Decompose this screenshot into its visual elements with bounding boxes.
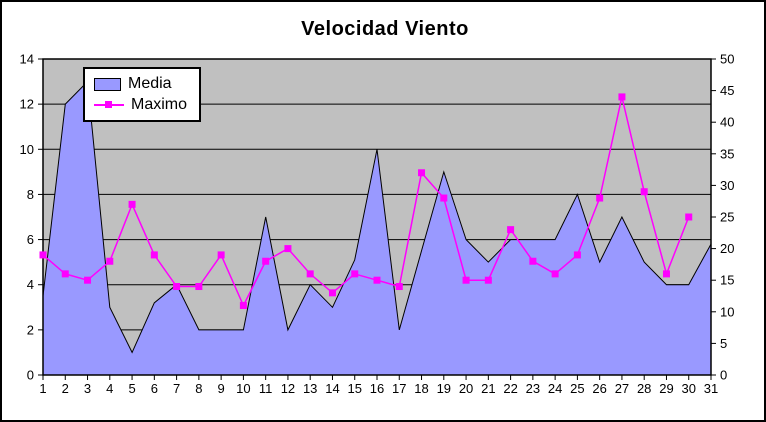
maximo-marker [596, 194, 604, 202]
maximo-marker [195, 283, 203, 291]
maximo-marker [306, 270, 314, 278]
maximo-marker [128, 200, 136, 208]
maximo-marker [640, 188, 648, 196]
maximo-line-series [42, 96, 690, 308]
x-tick-label: 10 [236, 381, 250, 396]
y-left-tick-label: 10 [20, 142, 34, 157]
maximo-marker [150, 251, 158, 259]
maximo-marker [440, 194, 448, 202]
chart-title: Velocidad Viento [301, 18, 469, 40]
maximo-marker [373, 276, 381, 284]
x-tick-label: 16 [370, 381, 384, 396]
maximo-marker [217, 251, 225, 259]
legend: Media Maximo [83, 67, 201, 122]
x-tick-label: 18 [414, 381, 428, 396]
y-left-tick-label: 4 [27, 277, 34, 292]
x-tick-label: 5 [128, 381, 135, 396]
x-tick-label: 26 [592, 381, 606, 396]
y-right-tick-label: 0 [720, 368, 727, 383]
y-right-tick-label: 15 [720, 273, 734, 288]
maximo-marker [173, 283, 181, 291]
x-tick-label: 2 [62, 381, 69, 396]
maximo-marker [484, 276, 492, 284]
maximo-marker [662, 270, 670, 278]
x-tick-label: 25 [570, 381, 584, 396]
x-tick-label: 24 [548, 381, 562, 396]
y-right-tick-label: 25 [720, 210, 734, 225]
legend-label-maximo: Maximo [131, 95, 188, 113]
x-tick-label: 21 [481, 381, 495, 396]
maximo-marker [351, 270, 359, 278]
x-tick-label: 27 [615, 381, 629, 396]
legend-label-media: Media [128, 75, 172, 93]
y-right-tick-label: 35 [720, 146, 734, 161]
maximo-marker [106, 257, 114, 265]
y-right-tick-label: 10 [720, 304, 734, 319]
maximo-line-swatch-icon [94, 100, 124, 109]
maximo-marker [395, 283, 403, 291]
maximo-marker [61, 270, 69, 278]
x-tick-label: 6 [151, 381, 158, 396]
maximo-marker [685, 213, 693, 221]
x-tick-label: 30 [681, 381, 695, 396]
x-tick-label: 23 [526, 381, 540, 396]
x-tick-label: 17 [392, 381, 406, 396]
x-tick-label: 4 [106, 381, 113, 396]
y-right-tick-label: 20 [720, 241, 734, 256]
y-right-tick-label: 5 [720, 336, 727, 351]
maximo-marker [328, 289, 336, 297]
x-tick-label: 20 [459, 381, 473, 396]
x-tick-label: 1 [39, 381, 46, 396]
x-tick-label: 29 [659, 381, 673, 396]
maximo-marker [573, 251, 581, 259]
y-left-tick-label: 8 [27, 187, 34, 202]
x-tick-label: 22 [503, 381, 517, 396]
media-area-series [42, 80, 712, 376]
y-left-tick-label: 12 [20, 97, 34, 112]
maximo-marker [262, 257, 270, 265]
maximo-marker [418, 169, 426, 177]
x-tick-label: 9 [218, 381, 225, 396]
maximo-marker [39, 251, 47, 259]
legend-item-media: Media [94, 74, 199, 94]
x-tick-label: 15 [347, 381, 361, 396]
maximo-marker [507, 226, 515, 234]
maximo-marker [84, 276, 92, 284]
maximo-marker [239, 301, 247, 309]
legend-item-maximo: Maximo [94, 95, 199, 115]
x-tick-label: 12 [281, 381, 295, 396]
x-tick-label: 13 [303, 381, 317, 396]
y-right-tick-label: 30 [720, 178, 734, 193]
y-left-tick-label: 14 [20, 52, 34, 67]
media-area-swatch-icon [94, 77, 121, 91]
maximo-marker [551, 270, 559, 278]
x-tick-label: 7 [173, 381, 180, 396]
y-left-tick-label: 6 [27, 232, 34, 247]
y-right-tick-label: 50 [720, 52, 734, 67]
maximo-marker [284, 245, 292, 253]
x-tick-label: 3 [84, 381, 91, 396]
x-tick-label: 11 [259, 381, 273, 396]
maximo-marker [529, 257, 537, 265]
x-tick-label: 14 [325, 381, 339, 396]
x-tick-label: 28 [637, 381, 651, 396]
x-tick-label: 19 [437, 381, 451, 396]
x-tick-label: 31 [704, 381, 718, 396]
y-right-tick-label: 45 [720, 83, 734, 98]
y-left-tick-label: 0 [27, 368, 34, 383]
y-right-tick-label: 40 [720, 115, 734, 130]
maximo-marker [462, 276, 470, 284]
x-tick-label: 8 [195, 381, 202, 396]
y-left-tick-label: 2 [27, 322, 34, 337]
maximo-marker [618, 93, 626, 101]
